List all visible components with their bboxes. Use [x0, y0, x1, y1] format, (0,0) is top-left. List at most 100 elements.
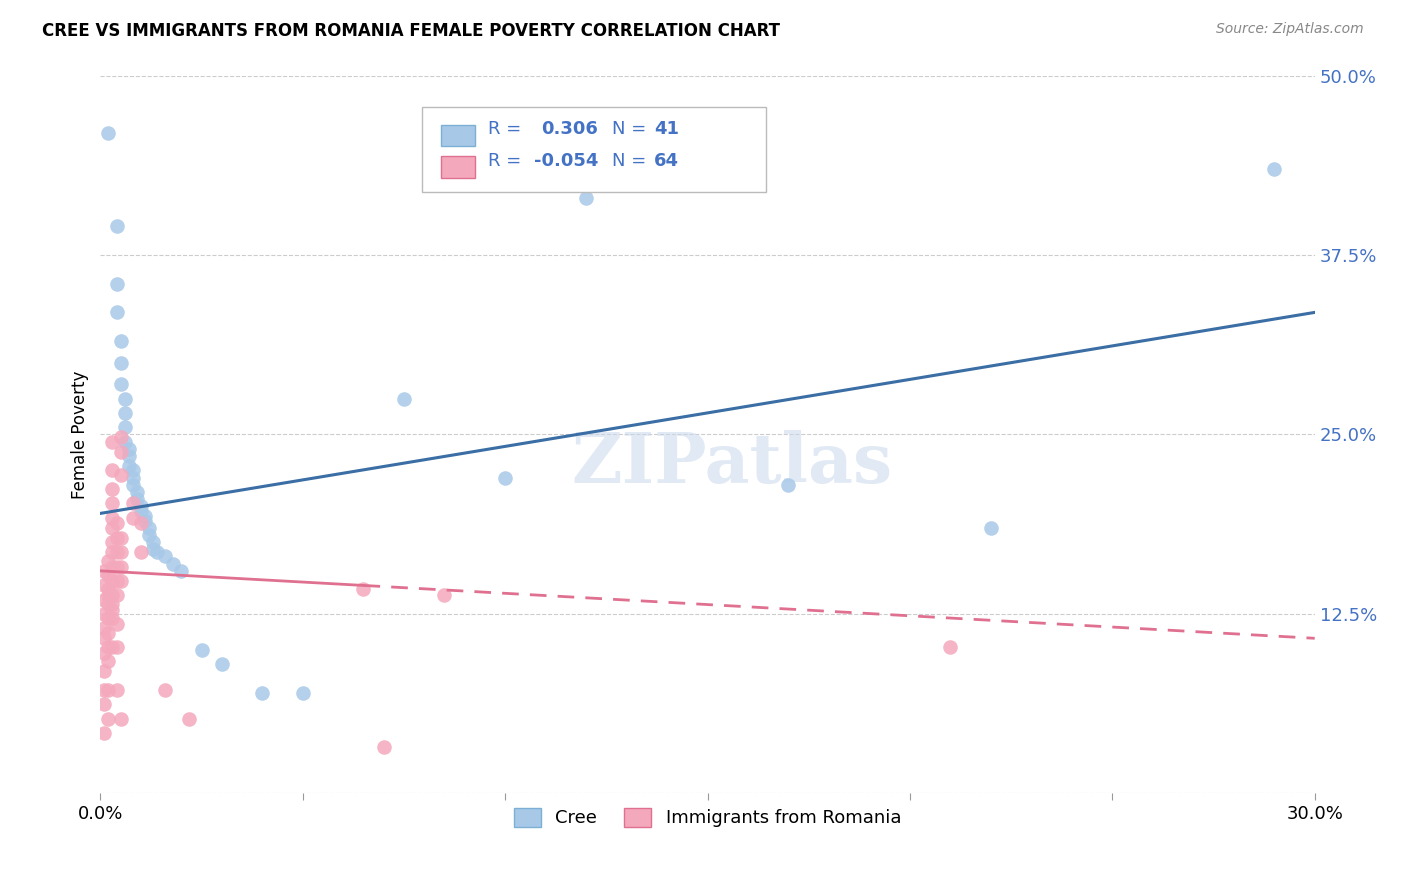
- Point: [110, 559, 132, 574]
- Point: [97, 683, 120, 698]
- Point: [373, 740, 395, 755]
- Point: [101, 597, 124, 611]
- Point: [105, 277, 128, 291]
- Point: [121, 463, 143, 477]
- Point: [110, 712, 132, 726]
- Point: [110, 467, 132, 482]
- Point: [291, 686, 314, 700]
- Point: [110, 574, 132, 588]
- Text: N =: N =: [612, 120, 645, 138]
- Point: [101, 496, 124, 510]
- Point: [433, 588, 456, 602]
- Point: [170, 564, 193, 578]
- Point: [153, 549, 176, 564]
- Text: CREE VS IMMIGRANTS FROM ROMANIA FEMALE POVERTY CORRELATION CHART: CREE VS IMMIGRANTS FROM ROMANIA FEMALE P…: [42, 22, 780, 40]
- Point: [101, 510, 124, 524]
- Point: [179, 712, 201, 726]
- Point: [114, 434, 136, 449]
- Point: [105, 588, 128, 602]
- Point: [105, 640, 128, 654]
- Text: R =: R =: [488, 120, 522, 138]
- Point: [121, 470, 143, 484]
- Point: [575, 190, 598, 204]
- Point: [118, 449, 141, 463]
- Point: [101, 602, 124, 616]
- Point: [110, 377, 132, 392]
- Point: [97, 582, 120, 597]
- Point: [114, 406, 136, 420]
- Point: [1263, 161, 1285, 176]
- Point: [105, 545, 128, 559]
- Point: [129, 503, 152, 517]
- Point: [93, 578, 115, 592]
- Text: 41: 41: [654, 120, 679, 138]
- Point: [93, 646, 115, 660]
- Point: [101, 535, 124, 549]
- Point: [118, 442, 141, 456]
- Text: 0.306: 0.306: [541, 120, 598, 138]
- Point: [93, 683, 115, 698]
- Point: [105, 616, 128, 631]
- Point: [392, 392, 415, 406]
- Point: [97, 568, 120, 582]
- Point: [101, 463, 124, 477]
- Point: [121, 510, 143, 524]
- Point: [105, 559, 128, 574]
- Point: [97, 588, 120, 602]
- Text: N =: N =: [612, 152, 645, 169]
- Point: [110, 444, 132, 458]
- Text: 64: 64: [654, 152, 679, 169]
- Point: [252, 686, 274, 700]
- Point: [101, 559, 124, 574]
- Point: [97, 640, 120, 654]
- Point: [110, 334, 132, 348]
- Text: Source: ZipAtlas.com: Source: ZipAtlas.com: [1216, 22, 1364, 37]
- Point: [97, 712, 120, 726]
- Point: [97, 625, 120, 640]
- Point: [162, 557, 184, 571]
- Point: [494, 470, 516, 484]
- Point: [93, 621, 115, 635]
- Point: [121, 496, 143, 510]
- Point: [110, 545, 132, 559]
- Point: [105, 531, 128, 545]
- Point: [93, 592, 115, 607]
- Point: [142, 535, 165, 549]
- Point: [114, 420, 136, 434]
- Point: [93, 698, 115, 712]
- Point: [138, 521, 160, 535]
- Point: [125, 491, 148, 506]
- Y-axis label: Female Poverty: Female Poverty: [72, 370, 89, 499]
- Point: [114, 392, 136, 406]
- Point: [110, 430, 132, 444]
- Point: [939, 640, 962, 654]
- Point: [129, 516, 152, 531]
- Point: [105, 683, 128, 698]
- Point: [97, 126, 120, 140]
- Point: [134, 509, 156, 524]
- Point: [778, 477, 800, 491]
- Point: [93, 607, 115, 621]
- Legend: Cree, Immigrants from Romania: Cree, Immigrants from Romania: [506, 801, 908, 835]
- Point: [153, 683, 176, 698]
- Point: [101, 545, 124, 559]
- Point: [101, 521, 124, 535]
- Point: [129, 500, 152, 514]
- Point: [101, 482, 124, 496]
- Point: [142, 542, 165, 557]
- Point: [93, 632, 115, 646]
- Point: [134, 514, 156, 528]
- Point: [93, 665, 115, 679]
- Point: [105, 219, 128, 234]
- Point: [101, 611, 124, 625]
- Point: [146, 545, 169, 559]
- Point: [105, 305, 128, 319]
- Point: [125, 484, 148, 499]
- Text: R =: R =: [488, 152, 522, 169]
- Point: [101, 640, 124, 654]
- Point: [105, 516, 128, 531]
- Point: [110, 531, 132, 545]
- Text: -0.054: -0.054: [534, 152, 599, 169]
- Point: [97, 654, 120, 668]
- Point: [980, 521, 1002, 535]
